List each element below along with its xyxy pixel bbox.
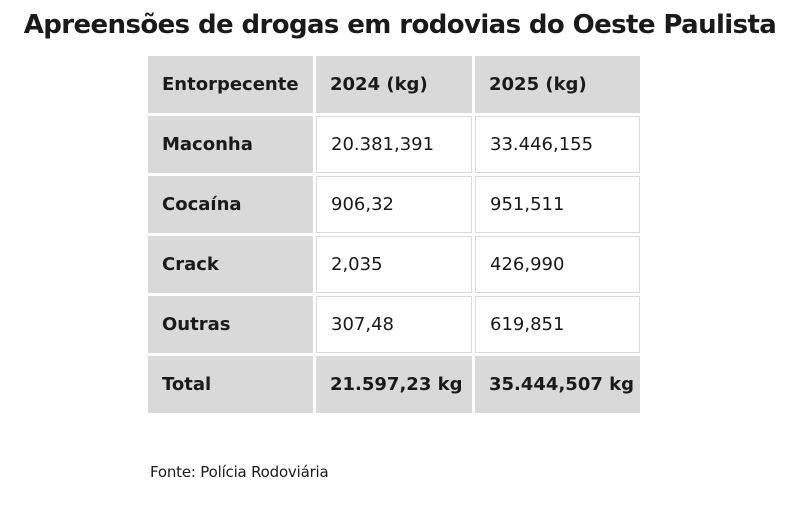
table-row: Cocaína 906,32 951,511 <box>148 176 640 233</box>
total-label: Total <box>148 356 313 413</box>
page-title: Apreensões de drogas em rodovias do Oest… <box>23 10 777 40</box>
total-2025: 35.444,507 kg <box>475 356 640 413</box>
table-header-row: Entorpecente 2024 (kg) 2025 (kg) <box>148 56 640 113</box>
table-row: Crack 2,035 426,990 <box>148 236 640 293</box>
value-2025: 619,851 <box>475 296 640 353</box>
header-drug: Entorpecente <box>148 56 313 113</box>
value-2024: 307,48 <box>316 296 472 353</box>
value-2025: 33.446,155 <box>475 116 640 173</box>
table-row: Maconha 20.381,391 33.446,155 <box>148 116 640 173</box>
row-label: Crack <box>148 236 313 293</box>
total-2024: 21.597,23 kg <box>316 356 472 413</box>
value-2024: 20.381,391 <box>316 116 472 173</box>
header-2024: 2024 (kg) <box>316 56 472 113</box>
row-label: Outras <box>148 296 313 353</box>
row-label: Cocaína <box>148 176 313 233</box>
seizures-table: Entorpecente 2024 (kg) 2025 (kg) Maconha… <box>145 53 643 416</box>
value-2025: 951,511 <box>475 176 640 233</box>
value-2024: 906,32 <box>316 176 472 233</box>
source-note: Fonte: Polícia Rodoviária <box>150 463 329 481</box>
table-total-row: Total 21.597,23 kg 35.444,507 kg <box>148 356 640 413</box>
header-2025: 2025 (kg) <box>475 56 640 113</box>
value-2025: 426,990 <box>475 236 640 293</box>
row-label: Maconha <box>148 116 313 173</box>
table-row: Outras 307,48 619,851 <box>148 296 640 353</box>
value-2024: 2,035 <box>316 236 472 293</box>
